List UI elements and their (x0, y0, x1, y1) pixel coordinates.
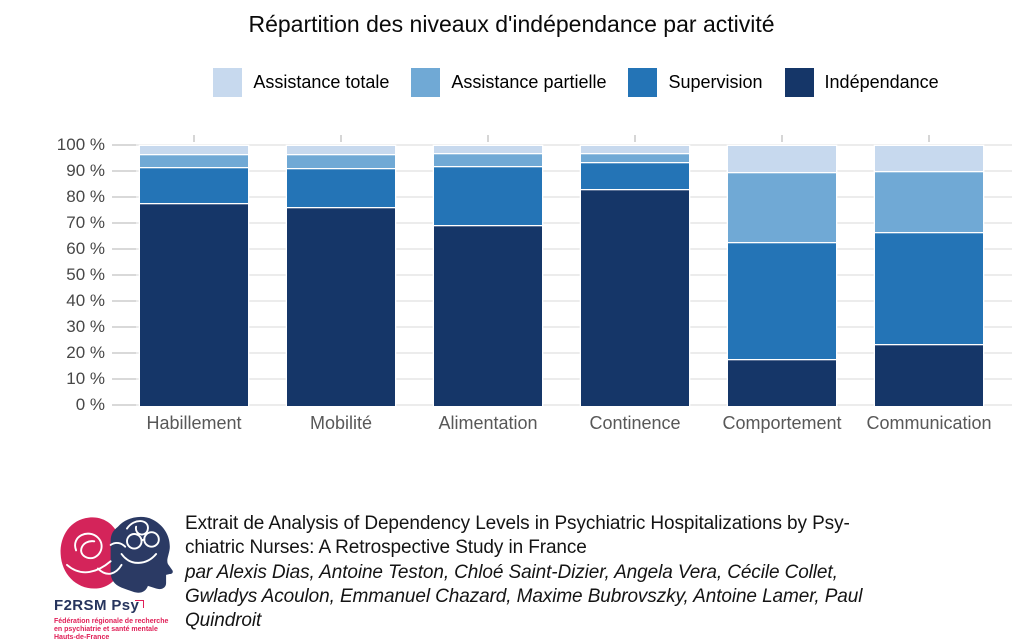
citation-line: par Alexis Dias, Antoine Teston, Chloé S… (185, 561, 838, 583)
bar-segment (581, 188, 689, 406)
gridline (113, 274, 1012, 276)
y-axis-label: 40 % (66, 291, 105, 310)
logo-subtitle-line: en psychiatrie et santé mentale (54, 625, 158, 633)
y-axis-tick (112, 196, 136, 198)
footer-logo: F2RSM Psy Fédération régionale de recher… (52, 514, 184, 642)
legend-swatch (628, 67, 658, 97)
citation-line: Extrait de Analysis of Dependency Levels… (185, 513, 850, 534)
bar-segment (728, 172, 836, 243)
bar-segment (434, 146, 542, 153)
gridline (113, 144, 1012, 146)
x-axis-label: Alimentation (438, 413, 538, 433)
y-axis-label: 80 % (66, 187, 105, 206)
bar-segment (581, 161, 689, 189)
axis-top-tick (928, 135, 930, 142)
y-axis-tick (112, 274, 136, 276)
logo-subtitle: Fédération régionale de recherche en psy… (54, 618, 168, 641)
gridline (113, 248, 1012, 250)
bar-segment (728, 359, 836, 406)
legend-item: Assistance partielle (411, 67, 607, 97)
gridline (113, 404, 1012, 406)
bar-segment (728, 242, 836, 360)
y-axis-label: 70 % (66, 213, 105, 232)
y-axis-label: 20 % (66, 343, 105, 362)
bar-segment (875, 343, 983, 406)
x-axis-label: Mobilité (309, 413, 373, 433)
logo-title: F2RSM Psy (54, 597, 140, 614)
y-axis-tick (112, 378, 136, 380)
bar-segment (728, 146, 836, 172)
bar-segment (287, 207, 395, 406)
y-axis-label: 50 % (66, 265, 105, 284)
y-axis-tick (112, 326, 136, 328)
citation: Extrait de Analysis of Dependency Levels… (185, 512, 1021, 633)
y-axis-tick (112, 144, 136, 146)
bar-segment (287, 168, 395, 208)
gridline (113, 352, 1012, 354)
legend-label: Assistance totale (253, 71, 390, 92)
y-axis-label: 0 % (75, 395, 105, 414)
bar-segment (581, 152, 689, 162)
legend-item: Assistance totale (213, 67, 390, 97)
bar-segment (434, 225, 542, 406)
axis-top-tick (340, 135, 342, 142)
bar-segment (434, 152, 542, 166)
legend-item: Supervision (628, 67, 763, 97)
legend-swatch (784, 67, 814, 97)
bar-segment (875, 231, 983, 344)
gridline (113, 378, 1012, 380)
citation-line: Gwladys Acoulon, Emmanuel Chazard, Maxim… (185, 585, 863, 607)
x-axis-label: Comportement (722, 413, 842, 433)
legend: Assistance totale Assistance partielle Sup… (140, 64, 1012, 100)
bar-segment (875, 170, 983, 232)
chart-title: Répartition des niveaux d'indépendance p… (248, 11, 775, 37)
logo-corner-bracket-icon (135, 600, 144, 608)
axis-top-tick (193, 135, 195, 142)
y-axis-label: 90 % (66, 161, 105, 180)
bar-segment (875, 146, 983, 171)
citation-line: Quindroit (185, 610, 262, 632)
gridline (113, 326, 1012, 328)
gridline (113, 196, 1012, 198)
bar-segment (581, 146, 689, 153)
legend-item: Indépendance (784, 67, 939, 97)
gridline (113, 170, 1012, 172)
y-axis-label: 10 % (66, 369, 105, 388)
legend-label: Assistance partielle (451, 71, 607, 92)
axis-top-tick (781, 135, 783, 142)
logo-subtitle-line: Fédération régionale de recherche (54, 618, 169, 625)
bar-segment (140, 203, 248, 406)
logo-heads-icon (60, 516, 173, 593)
y-axis-tick (112, 300, 136, 302)
legend-swatch (411, 67, 441, 97)
legend-label: Indépendance (824, 71, 939, 92)
bar-segment (140, 146, 248, 154)
bar-segment (287, 153, 395, 169)
y-axis-tick (112, 248, 136, 250)
axis-top-tick (634, 135, 636, 142)
bar-segment (140, 153, 248, 167)
y-axis-tick (112, 170, 136, 172)
y-axis-tick (112, 222, 136, 224)
bar-segment (287, 146, 395, 154)
y-axis-label: 30 % (66, 317, 105, 336)
gridline (113, 222, 1012, 224)
legend-swatch (213, 67, 243, 97)
y-axis-tick (112, 352, 136, 354)
y-axis-label: 60 % (66, 239, 105, 258)
bar-segment (434, 165, 542, 226)
y-axis-label: 100 % (56, 135, 105, 154)
citation-line: chiatric Nurses: A Retrospective Study i… (185, 537, 587, 559)
legend-label: Supervision (668, 71, 763, 92)
y-axis-tick (112, 404, 136, 406)
bar-segment (140, 166, 248, 204)
x-axis-label: Communication (866, 413, 992, 433)
axis-top-tick (487, 135, 489, 142)
x-axis-label: Habillement (146, 413, 242, 433)
logo-subtitle-line: Hauts-de-France (54, 633, 110, 641)
x-axis-label: Continence (589, 413, 681, 433)
gridline (113, 300, 1012, 302)
